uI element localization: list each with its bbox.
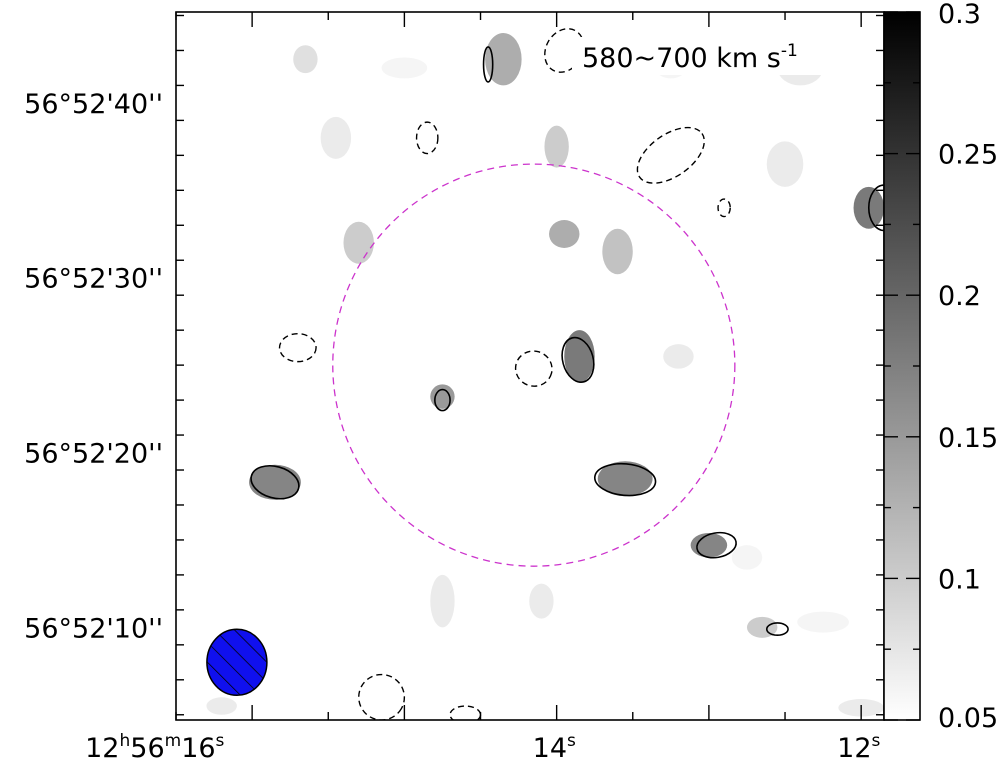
emission-blob [206, 697, 237, 715]
colorbar-ticks: 0.3 0.25 0.2 0.15 0.1 0.05 [884, 0, 998, 734]
emission-blob [690, 532, 728, 558]
negative-contour [415, 121, 439, 155]
positive-contour [765, 622, 789, 637]
emission-blob [343, 221, 374, 264]
y-tick-label: 56°52'40'' [24, 89, 163, 120]
negative-contour [636, 126, 705, 184]
positive-contour [250, 464, 300, 500]
emission-blob [766, 141, 804, 187]
y-axis-labels: 56°52'40'' 56°52'30'' 56°52'20'' 56°52'10'' [24, 89, 163, 644]
colorbar-tick-label: 0.3 [938, 0, 981, 30]
emission-blob [544, 125, 569, 168]
title-background [572, 37, 854, 75]
emission-blob [564, 330, 595, 383]
emission-blob [549, 220, 580, 248]
chart-title: 580~700 km s-1 [582, 41, 798, 74]
emission-blob [381, 57, 428, 79]
colorbar-tick-label: 0.1 [938, 564, 981, 595]
emission-blob [293, 45, 318, 74]
positive-contour [482, 46, 494, 83]
emission-blob [597, 461, 653, 497]
emission-blob [468, 398, 493, 420]
emission-blob [430, 574, 455, 628]
emission-blob [797, 611, 849, 633]
negative-contour [358, 673, 406, 720]
positive-contour [696, 531, 737, 559]
emission-blob [663, 344, 694, 369]
x-axis-labels: 12h56m16s 14s 12s [85, 731, 880, 764]
colorbar-tick-label: 0.25 [938, 140, 998, 171]
negative-contour [717, 198, 731, 218]
colorbar-tick-label: 0.15 [938, 423, 998, 454]
aperture-circle [332, 163, 736, 567]
y-tick-label: 56°52'30'' [24, 264, 163, 295]
x-tick-label: 12s [837, 731, 880, 764]
emission-blob [731, 545, 763, 570]
emission-blob [430, 384, 455, 409]
x-tick-label: 12h56m16s [85, 731, 224, 764]
negative-contour [278, 332, 317, 363]
y-tick-label: 56°52'10'' [24, 613, 163, 644]
emission-blob [485, 32, 522, 86]
beam-hatch [206, 629, 267, 696]
emission-blob [602, 228, 633, 275]
colorbar-tick-label: 0.05 [938, 703, 998, 734]
plot-area [206, 28, 884, 720]
positive-contour [593, 462, 657, 497]
emission-blob [529, 583, 554, 619]
negative-contour [514, 350, 553, 387]
positive-contour [561, 336, 595, 383]
y-tick-label: 56°52'20'' [24, 439, 163, 470]
colorbar-tick-label: 0.2 [938, 281, 981, 312]
emission-blob [320, 116, 352, 159]
emission-blob [249, 464, 301, 500]
plot-frame [175, 11, 885, 721]
positive-contour [434, 388, 451, 412]
negative-contour [449, 705, 482, 720]
x-tick-label: 14s [533, 731, 576, 764]
